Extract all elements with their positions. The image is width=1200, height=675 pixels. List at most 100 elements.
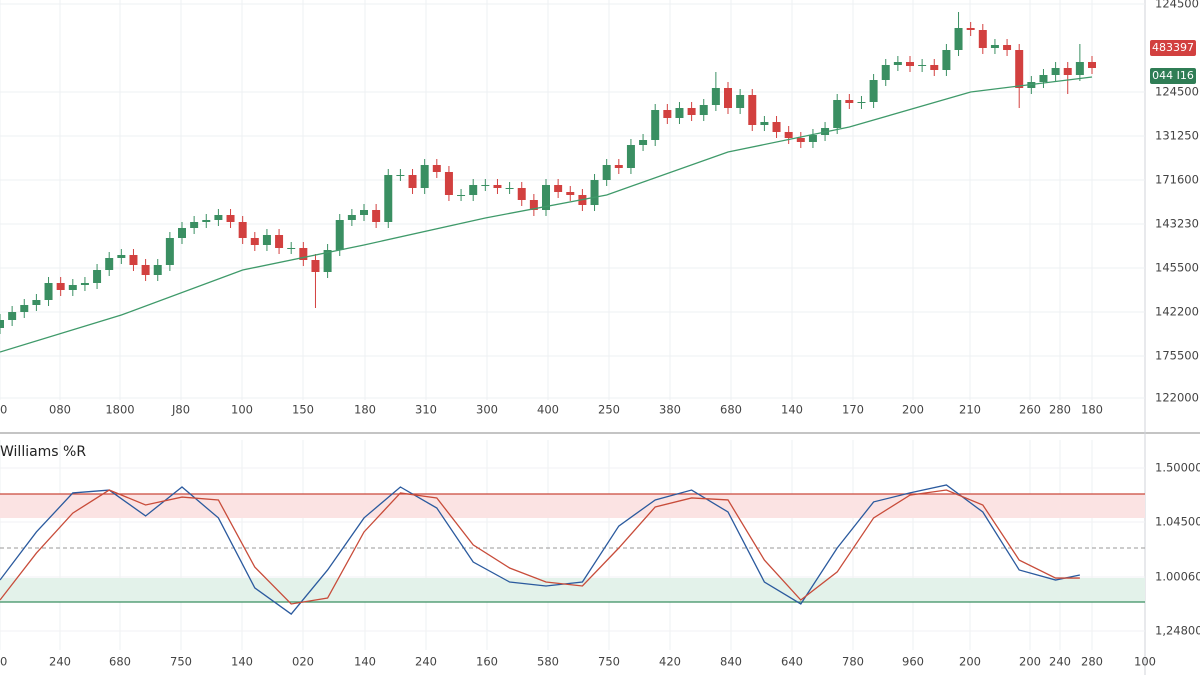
candle-body [529, 200, 538, 210]
indicator-label: 1,24800 [1155, 624, 1200, 638]
candle-body [32, 300, 41, 305]
candle-body [347, 215, 356, 220]
candle-body [481, 185, 490, 186]
time-label: 140 [354, 655, 376, 669]
candle-body [457, 195, 466, 196]
candle-body [444, 172, 453, 195]
candle-body [918, 65, 927, 66]
candle-body [1063, 68, 1072, 75]
time-label: 300 [476, 403, 498, 417]
time-label: 400 [537, 403, 559, 417]
indicator-label: 1.04500 [1155, 515, 1200, 529]
candle-body [954, 28, 963, 50]
candle-body [1039, 75, 1048, 82]
candle-body [942, 50, 951, 70]
level-band [0, 494, 1145, 518]
candle-body [724, 88, 732, 108]
candle-body [420, 165, 429, 188]
candle-body [432, 165, 441, 172]
time-label: 00 [0, 403, 7, 417]
candle-body [80, 283, 89, 285]
candle-body [796, 138, 805, 142]
price-label: 124500 [1155, 85, 1199, 99]
candle-body [554, 185, 563, 192]
candle-body [190, 222, 199, 228]
time-label: 1800 [105, 403, 134, 417]
candle-body [214, 215, 223, 220]
time-label: 640 [781, 655, 803, 669]
candle-body [1015, 50, 1024, 88]
candle-body [153, 265, 162, 275]
time-label: 210 [959, 403, 981, 417]
candle-body [250, 238, 259, 245]
candle-body [1051, 68, 1060, 75]
candle-body [238, 222, 247, 238]
candle-body [56, 283, 65, 290]
price-label: 142200 [1155, 305, 1199, 319]
time-label: 080 [49, 403, 71, 417]
candle-body [699, 105, 708, 115]
candle-body [1075, 62, 1084, 75]
candle-body [881, 65, 890, 80]
candle-body [845, 100, 854, 103]
candle-body [893, 62, 902, 65]
price-badge [1150, 40, 1196, 56]
price-label: 143230 [1155, 217, 1199, 231]
price-label: 131250 [1155, 129, 1199, 143]
candle-body [663, 110, 672, 118]
candle-body [262, 235, 271, 245]
price-badge [1150, 68, 1196, 84]
time-label: 240 [415, 655, 437, 669]
time-label: 280 [1049, 403, 1071, 417]
moving-average [0, 76, 1093, 353]
candle-body [275, 235, 284, 248]
candle-body [323, 250, 332, 272]
candle-body [760, 122, 769, 125]
time-label: 780 [842, 655, 864, 669]
candle-body [8, 312, 17, 320]
candle-body [808, 135, 817, 142]
candle-body [408, 175, 417, 188]
price-label: 145500 [1155, 261, 1199, 275]
time-label: 310 [415, 403, 437, 417]
price-label: 171600 [1155, 173, 1199, 187]
candle-body [602, 165, 611, 180]
candle-body [930, 65, 939, 70]
candle-body [68, 285, 77, 290]
candle-body [384, 175, 393, 222]
time-label: 140 [781, 403, 803, 417]
candle-body [396, 175, 405, 176]
candle-body [469, 185, 478, 195]
time-label: 240 [1049, 655, 1071, 669]
indicator-label: 1.50000 [1155, 461, 1200, 475]
candle-body [202, 220, 211, 222]
candle-body [590, 180, 599, 205]
time-label: 200 [1019, 655, 1041, 669]
price-label: 175500 [1155, 349, 1199, 363]
time-label: 200 [959, 655, 981, 669]
candle-body [711, 88, 720, 105]
candle-body [505, 188, 514, 189]
time-label: 240 [49, 655, 71, 669]
candle-body [165, 238, 174, 265]
time-label: 260 [1019, 403, 1041, 417]
candle-body [93, 270, 102, 283]
time-label: 960 [902, 655, 924, 669]
time-label: 150 [292, 403, 314, 417]
time-label: 250 [598, 403, 620, 417]
time-label: 200 [902, 403, 924, 417]
wr-line [0, 484, 1081, 615]
time-label: 680 [109, 655, 131, 669]
candle-body [784, 132, 793, 138]
price-label: 124500 [1155, 0, 1199, 11]
time-label: 180 [354, 403, 376, 417]
time-label: 140 [231, 655, 253, 669]
price-badge-label: 483397 [1152, 41, 1194, 54]
time-label: 750 [598, 655, 620, 669]
level-band [0, 578, 1145, 602]
wr-line [0, 489, 1080, 605]
candle-body [1088, 62, 1096, 68]
candle-body [978, 30, 987, 48]
indicator-title: Williams %R [0, 444, 86, 460]
